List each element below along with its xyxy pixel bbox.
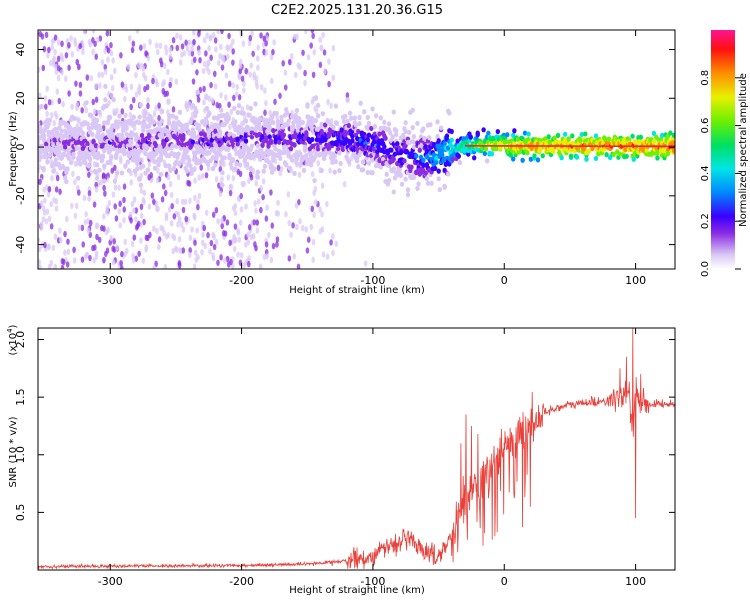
snr-x-tick-label: -200 bbox=[229, 575, 254, 588]
colorbar-ticks: 0.0 0.2 0.4 0.6 0.8 bbox=[700, 70, 741, 277]
snr-x-tick-label: 0 bbox=[501, 575, 508, 588]
spectrogram-x-tick-label: -200 bbox=[229, 274, 254, 287]
spectrogram-x-tick-label: 0 bbox=[501, 274, 508, 287]
snr-y-label: SNR (10 * v/v) bbox=[8, 416, 19, 487]
snr-x-tick-label: -100 bbox=[360, 575, 385, 588]
snr-plot bbox=[38, 328, 675, 570]
colorbar-gradient bbox=[711, 30, 735, 269]
colorbar-tick-label: 0.4 bbox=[700, 165, 711, 181]
colorbar-label: Normalized spectral amplitude bbox=[738, 73, 749, 227]
spectrogram-y-tick-label: -40 bbox=[14, 236, 27, 254]
svg-text:(x104): (x104) bbox=[6, 324, 19, 355]
snr-y-tick-label: 2.0 bbox=[14, 331, 27, 349]
snr-y-tick-label: 1.5 bbox=[14, 388, 27, 406]
spectrogram-y-tick-label: -20 bbox=[14, 187, 27, 205]
snr-y-tick-label: 1.0 bbox=[14, 446, 27, 464]
spectrogram-x-label: Height of straight line (km) bbox=[289, 285, 425, 296]
snr-x-tick-label: -300 bbox=[98, 575, 123, 588]
snr-y-tick-label: 0.5 bbox=[14, 504, 27, 522]
colorbar: 0.0 0.2 0.4 0.6 0.8 Normalized spectral ampl… bbox=[700, 30, 749, 277]
spectrogram-x-tick-label: -100 bbox=[360, 274, 385, 287]
colorbar-tick-label: 0.2 bbox=[700, 213, 711, 229]
snr-x-tick-label: 100 bbox=[625, 575, 646, 588]
spectrogram-y-tick-label: 20 bbox=[14, 91, 27, 105]
snr-y-scale-text: (x10 bbox=[8, 333, 19, 356]
spectrogram-frame bbox=[37, 29, 676, 270]
snr-frame bbox=[37, 327, 676, 571]
spectrogram-y-label: Frequency (Hz) bbox=[8, 111, 19, 187]
spectrogram-heatmap bbox=[38, 30, 675, 269]
colorbar-tick-label: 0.8 bbox=[700, 70, 711, 86]
snr-series-line bbox=[38, 328, 675, 570]
snr-y-scale-exponent: 4 bbox=[6, 328, 14, 333]
snr-y-scale-label: (x104) bbox=[6, 324, 19, 355]
spectrogram-x-tick-label: 100 bbox=[625, 274, 646, 287]
spectrogram-x-tick-label: -300 bbox=[98, 274, 123, 287]
colorbar-tick-label: 0.6 bbox=[700, 118, 711, 134]
snr-axis-ticks: -300 -200 -100 0 100 0.5 1.0 1.5 2.0 bbox=[14, 328, 675, 588]
snr-panel: -300 -200 -100 0 100 0.5 1.0 1.5 2.0 Height of s… bbox=[6, 324, 676, 596]
spectrogram-y-tick-label: 0 bbox=[14, 144, 27, 151]
snr-x-label: Height of straight line (km) bbox=[289, 585, 425, 596]
colorbar-tick-label: 0.0 bbox=[700, 261, 711, 277]
chart-title: C2E2.2025.131.20.36.G15 bbox=[271, 3, 443, 18]
spectrogram-y-tick-label: 40 bbox=[14, 43, 27, 57]
